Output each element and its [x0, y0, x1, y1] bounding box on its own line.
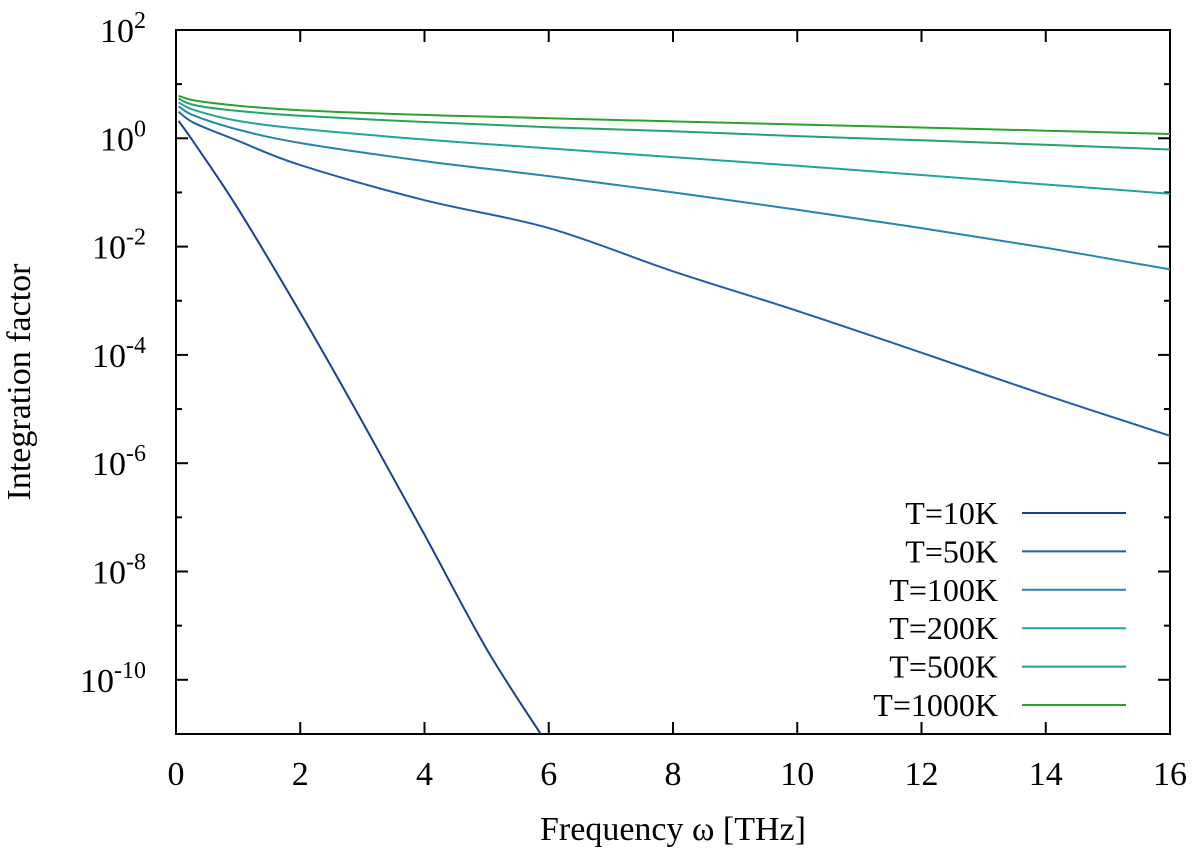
- plot-frame: [175, 29, 1171, 735]
- series-line-t-1000k: [178, 94, 1170, 135]
- legend-label: T=50K: [905, 533, 998, 569]
- legend-label: T=200K: [889, 610, 998, 646]
- y-axis-label: Integration factor: [1, 263, 38, 501]
- y-tick-label: 10-2: [92, 225, 146, 267]
- legend-label: T=100K: [889, 572, 998, 608]
- series-line-t-100k: [177, 105, 1170, 271]
- y-tick-label: 102: [100, 8, 146, 50]
- x-tick-label: 12: [905, 756, 939, 793]
- x-tick-label: 8: [665, 756, 682, 793]
- x-tick-label: 0: [168, 756, 185, 793]
- ticks-layer: 0 2 4 6 8 10 12 14 16 102 100 10-2 10-4 10-6 10-8 10-10: [80, 8, 1187, 793]
- series-layer: [177, 94, 1170, 734]
- legend-label: T=500K: [889, 649, 998, 685]
- x-tick-label: 16: [1153, 756, 1187, 793]
- series-line-t-10k: [177, 120, 542, 734]
- y-tick-label: 100: [100, 116, 146, 158]
- y-tick-label: 10-10: [80, 658, 146, 700]
- y-tick-label: 10-6: [92, 441, 146, 483]
- y-tick-label: 10-4: [92, 333, 146, 375]
- y-tick-label: 10-8: [92, 550, 146, 592]
- x-tick-label: 6: [540, 756, 557, 793]
- x-tick-label: 2: [292, 756, 309, 793]
- legend-label: T=1000K: [873, 687, 998, 723]
- series-line-t-50k: [177, 110, 1170, 437]
- x-tick-label: 14: [1029, 756, 1063, 793]
- x-tick-label: 10: [780, 756, 814, 793]
- series-line-t-500k: [178, 97, 1170, 151]
- legend-label: T=10K: [905, 495, 998, 531]
- x-axis-label: Frequency ω [THz]: [540, 811, 806, 848]
- x-tick-label: 4: [416, 756, 433, 793]
- series-line-t-200k: [178, 101, 1170, 195]
